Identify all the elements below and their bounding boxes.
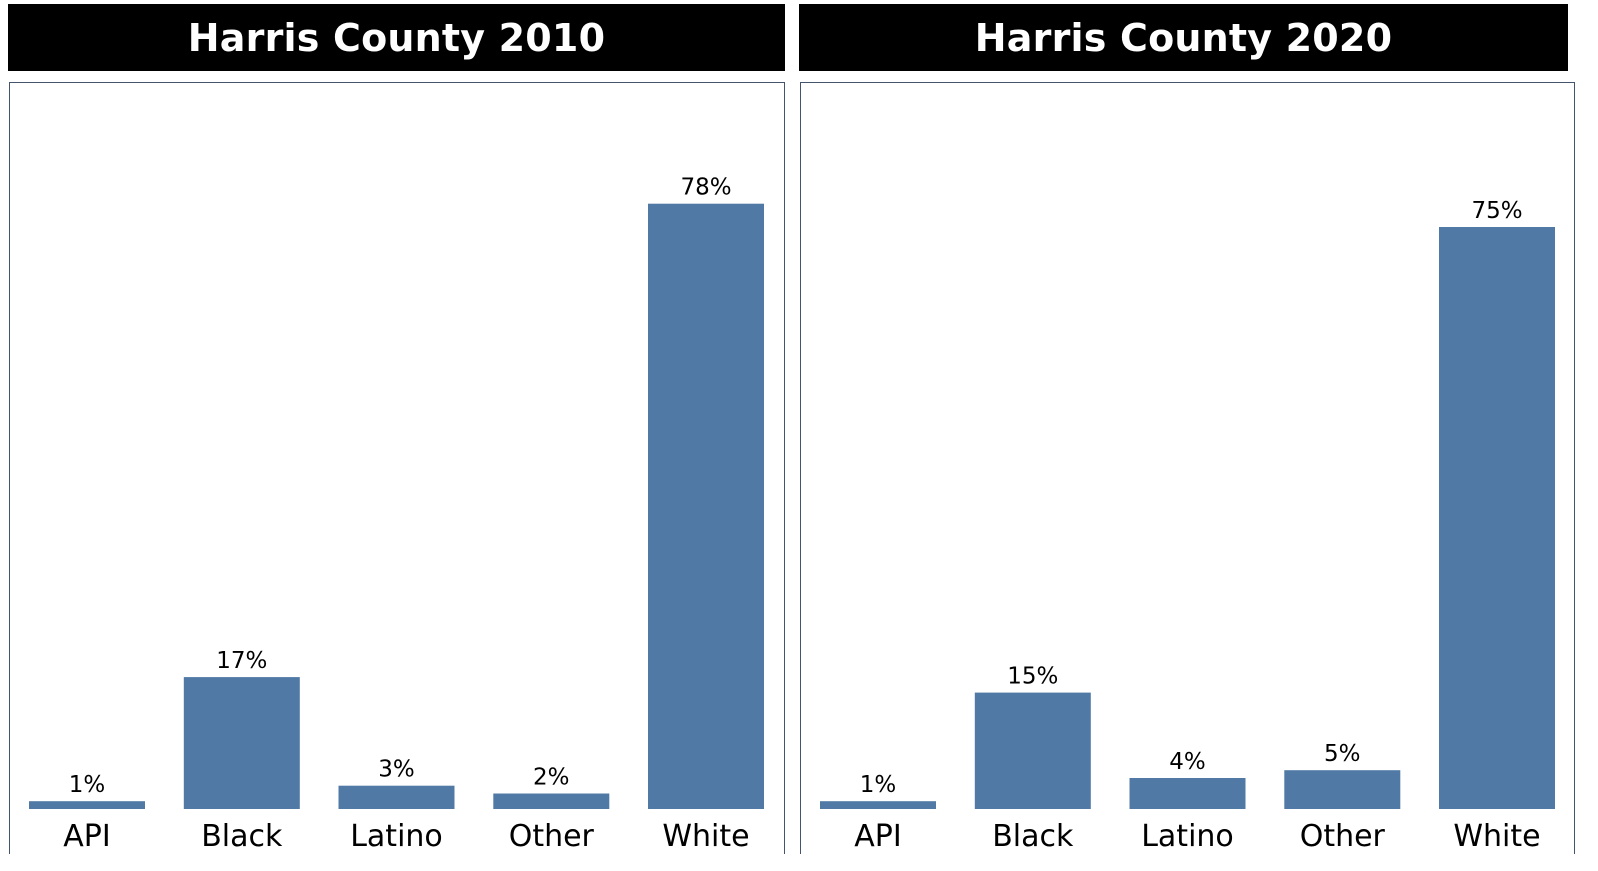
value-label-api-2010: 1% [69, 772, 106, 798]
category-label-api-2010: API [63, 819, 110, 854]
chart-title-2020: Harris County 2020 [799, 4, 1568, 71]
bar-latino-2010 [338, 785, 455, 809]
bar-other-2020 [1284, 770, 1401, 809]
value-label-black-2010: 17% [216, 648, 267, 674]
category-label-api-2020: API [854, 819, 901, 854]
category-label-black-2020: Black [992, 819, 1074, 854]
bar-latino-2020 [1129, 778, 1246, 809]
bar-other-2010 [493, 793, 610, 809]
value-label-latino-2010: 3% [378, 757, 415, 783]
value-label-latino-2020: 4% [1169, 749, 1206, 775]
value-label-other-2020: 5% [1324, 741, 1361, 767]
bar-api-2010 [29, 801, 145, 809]
value-label-black-2020: 15% [1007, 664, 1058, 690]
category-label-other-2010: Other [509, 819, 595, 854]
value-label-white-2010: 78% [680, 175, 731, 201]
bar-white-2020 [1439, 227, 1555, 809]
bar-black-2010 [183, 677, 300, 809]
value-label-other-2010: 2% [533, 765, 570, 791]
bar-black-2020 [974, 692, 1091, 809]
bar-api-2020 [820, 801, 936, 809]
category-label-other-2020: Other [1300, 819, 1386, 854]
value-label-api-2020: 1% [860, 772, 897, 798]
category-label-latino-2010: Latino [350, 819, 443, 854]
chart-title-2010: Harris County 2010 [8, 4, 785, 71]
bar-white-2010 [648, 203, 764, 809]
category-label-black-2010: Black [201, 819, 283, 854]
category-label-white-2010: White [662, 819, 749, 854]
category-label-white-2020: White [1453, 819, 1540, 854]
value-label-white-2020: 75% [1471, 198, 1522, 224]
category-label-latino-2020: Latino [1141, 819, 1234, 854]
